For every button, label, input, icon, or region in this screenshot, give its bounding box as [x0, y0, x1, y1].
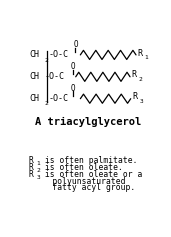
Text: O: O	[71, 84, 75, 93]
Text: 3: 3	[139, 99, 143, 104]
Text: R: R	[28, 170, 33, 179]
Text: R: R	[28, 156, 33, 165]
Text: CH: CH	[29, 50, 39, 59]
Text: O: O	[73, 40, 78, 49]
Text: R: R	[137, 49, 142, 58]
Text: polyunsaturated: polyunsaturated	[28, 177, 126, 186]
Text: R: R	[28, 163, 33, 172]
Text: O: O	[71, 62, 75, 71]
Text: -O-C: -O-C	[49, 94, 69, 103]
Text: 1: 1	[37, 161, 40, 166]
Text: 1: 1	[145, 55, 148, 60]
Text: R: R	[131, 70, 136, 79]
Text: is often oleate.: is often oleate.	[40, 163, 123, 172]
Text: 3: 3	[37, 175, 40, 180]
Text: CH: CH	[29, 94, 39, 103]
Text: -O-C: -O-C	[49, 50, 69, 59]
Text: A triacylglycerol: A triacylglycerol	[35, 117, 141, 128]
Text: is often palmitate.: is often palmitate.	[40, 156, 137, 165]
Text: CH: CH	[29, 72, 39, 81]
Text: fatty acyl group.: fatty acyl group.	[28, 183, 135, 192]
Text: is often oleate or a: is often oleate or a	[40, 170, 142, 179]
Text: 2: 2	[37, 168, 40, 173]
Text: 2: 2	[139, 77, 142, 82]
Text: R: R	[132, 92, 137, 101]
Text: 2: 2	[45, 58, 48, 63]
Text: 2: 2	[45, 101, 48, 106]
Text: -O-C: -O-C	[45, 72, 65, 81]
